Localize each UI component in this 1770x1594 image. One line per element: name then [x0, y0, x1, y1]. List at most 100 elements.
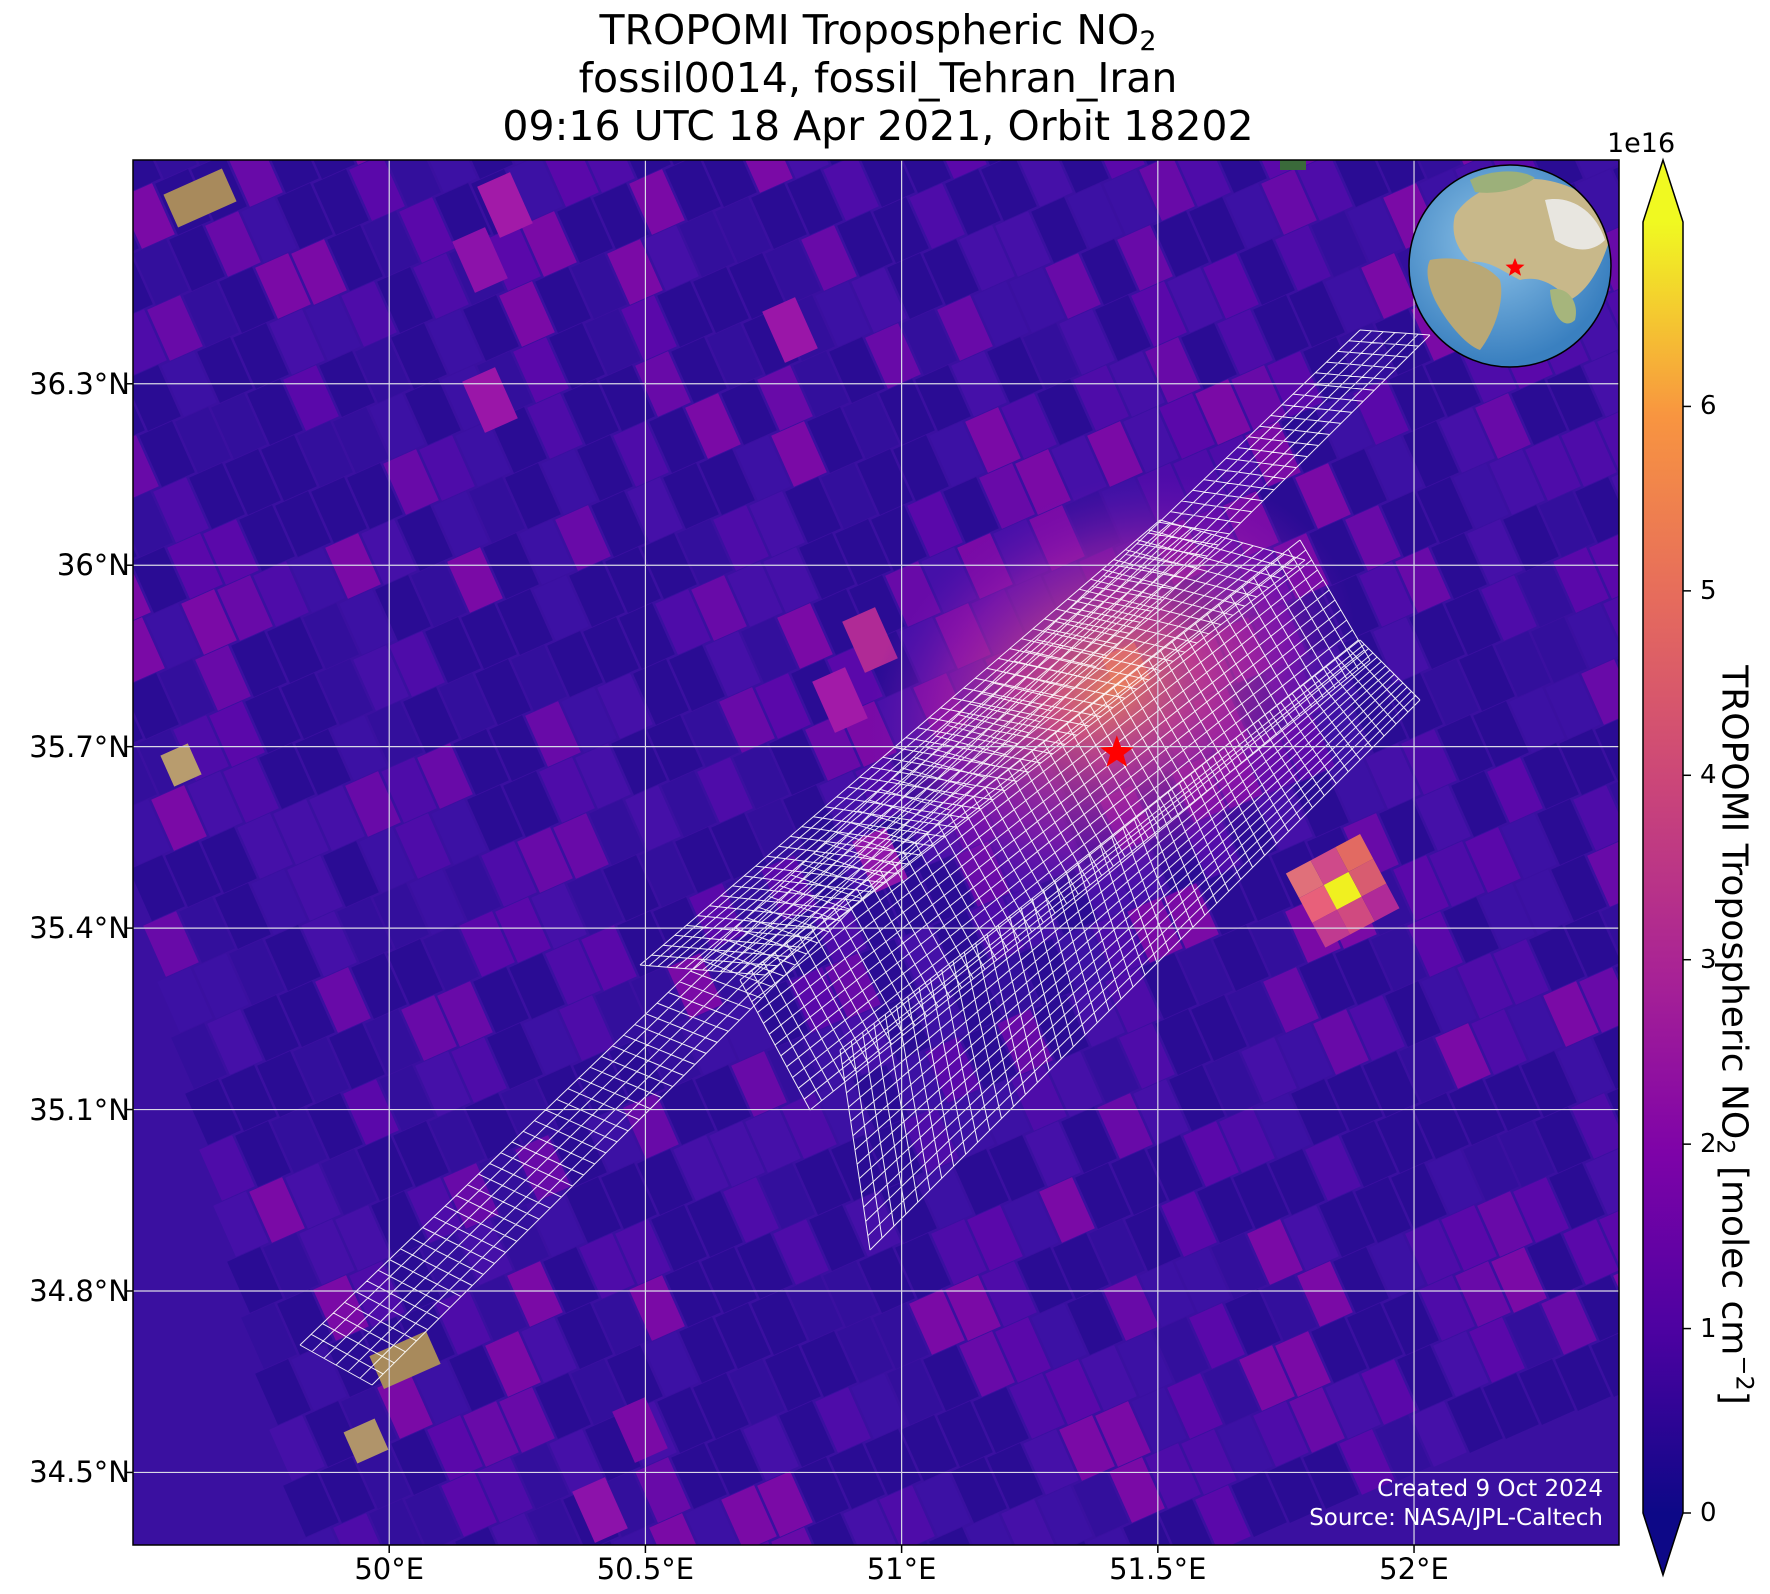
tropomi-pixel: [837, 211, 893, 277]
tropomi-pixel: [289, 547, 345, 613]
tropomi-pixel: [559, 995, 615, 1061]
tropomi-pixel: [1163, 883, 1219, 949]
tropomi-pixel: [1489, 449, 1545, 515]
tropomi-pixel: [1275, 1331, 1331, 1397]
tropomi-pixel: [1383, 1289, 1439, 1355]
tropomi-pixel: [1439, 407, 1495, 473]
tropomi-pixel: [915, 1471, 971, 1537]
tropomi-pixel: [1081, 1345, 1137, 1411]
tropomi-pixel: [493, 160, 549, 165]
tropomi-pixel: [527, 393, 583, 459]
tropomi-pixel: [571, 253, 627, 319]
tropomi-pixel: [321, 1149, 377, 1215]
tropomi-pixel: [133, 253, 153, 319]
tropomi-pixel: [297, 1527, 353, 1545]
map-frame: [132, 159, 1620, 1546]
tropomi-pixel: [829, 1443, 885, 1509]
tropomi-pixel: [755, 673, 811, 739]
tropomi-pixel: [909, 183, 965, 249]
tropomi-pixel: [529, 85, 585, 151]
tropomi-pixel: [1469, 1317, 1525, 1383]
tropomi-pixel: [735, 1541, 791, 1545]
tropomi-pixel: [385, 160, 441, 207]
tropomi-pixel: [181, 589, 237, 655]
tropomi-pixel: [757, 1471, 813, 1537]
tropomi-pixel: [285, 1163, 341, 1229]
tropomi-pixel: [231, 631, 287, 697]
tropomi-pixel: [315, 967, 371, 1033]
tropomi-pixel: [133, 799, 171, 865]
tropomi-pixel: [1361, 1359, 1417, 1425]
tropomi-pixel: [1363, 1051, 1419, 1117]
tropomi-pixel: [1531, 617, 1587, 683]
tropomi-pixel: [1203, 253, 1259, 319]
tropomi-pixel: [917, 1163, 973, 1229]
tropomi-pixel: [1503, 505, 1559, 571]
tropomi-pixel: [1313, 1009, 1369, 1075]
tropomi-pixel: [235, 1121, 291, 1187]
tropomi-pixel: [621, 295, 677, 361]
tropomi-pixel: [1277, 1023, 1333, 1089]
tropomi-pixel: [157, 967, 213, 1033]
tropomi-pixel: [225, 449, 281, 515]
tropomi-pixel: [521, 211, 577, 277]
tropomi-pixel: [1427, 1149, 1483, 1215]
tropomi-pixel: [517, 827, 573, 893]
tropomi-pixel: [203, 519, 259, 585]
tropomi-pixel: [1233, 1163, 1289, 1229]
tropomi-pixel: [449, 1345, 505, 1411]
tropomi-pixel: [873, 197, 929, 263]
tropomi-pixel: [1037, 1485, 1093, 1545]
tropomi-pixel: [1475, 393, 1531, 459]
tropomi-pixel: [1591, 1331, 1619, 1397]
tropomi-pixel: [265, 925, 321, 991]
tropomi-pixel: [1127, 897, 1183, 963]
tropomi-pixel: [837, 1317, 893, 1383]
tropomi-pixel: [1289, 281, 1345, 347]
tropomi-pixel: [749, 491, 805, 557]
tropomi-pixel: [1339, 323, 1395, 389]
tropomi-pixel: [1477, 85, 1533, 151]
tropomi-pixel: [421, 160, 477, 193]
tropomi-pixel: [259, 743, 315, 809]
tropomi-pixel: [1329, 757, 1385, 823]
tropomi-pixel: [925, 1037, 981, 1103]
tropomi-pixel: [1485, 1065, 1541, 1131]
tropomi-pixel: [1203, 1359, 1259, 1425]
tropomi-pixel: [327, 1331, 383, 1397]
tropomi-pixel: [1423, 659, 1479, 725]
tropomi-pixel: [133, 365, 181, 431]
tropomi-pixel: [1095, 295, 1151, 361]
tropomi-pixel: [395, 813, 451, 879]
tropomi-pixel: [1319, 85, 1375, 151]
tropomi-pixel: [385, 1247, 441, 1313]
tropomi-pixel: [879, 379, 935, 445]
tropomi-pixel: [577, 435, 633, 501]
tropomi-pixel: [407, 71, 463, 137]
tropomi-pixel: [249, 1177, 305, 1243]
tropomi-pixel: [133, 491, 173, 557]
tropomi-pixel: [505, 1569, 561, 1594]
tropomi-pixel: [405, 1485, 461, 1545]
tropomi-pixel: [309, 785, 365, 851]
tropomi-pixel: [1161, 1191, 1217, 1257]
tropomi-pixel: [697, 757, 753, 823]
tropomi-pixel: [1595, 715, 1619, 781]
tropomi-pixel: [761, 855, 817, 921]
tropomi-pixel: [857, 449, 913, 515]
tropomi-pixel: [1001, 1499, 1057, 1545]
tropomi-pixel: [1131, 1387, 1187, 1453]
tropomi-pixel: [415, 1051, 471, 1117]
tropomi-pixel: [1253, 295, 1309, 361]
tropomi-pixel: [723, 71, 779, 137]
tropomi-pixel: [1175, 160, 1231, 207]
tropomi-pixel: [1575, 477, 1619, 543]
tropomi-pixel: [275, 491, 331, 557]
tropomi-pixel: [1477, 1191, 1533, 1257]
tropomi-pixel: [673, 1135, 729, 1201]
tropomi-pixel: [523, 1009, 579, 1075]
tropomi-pixel: [1017, 1247, 1073, 1313]
tropomi-pixel: [477, 1457, 533, 1523]
tropomi-pixel: [812, 667, 868, 733]
tropomi-pixel: [269, 1415, 325, 1481]
